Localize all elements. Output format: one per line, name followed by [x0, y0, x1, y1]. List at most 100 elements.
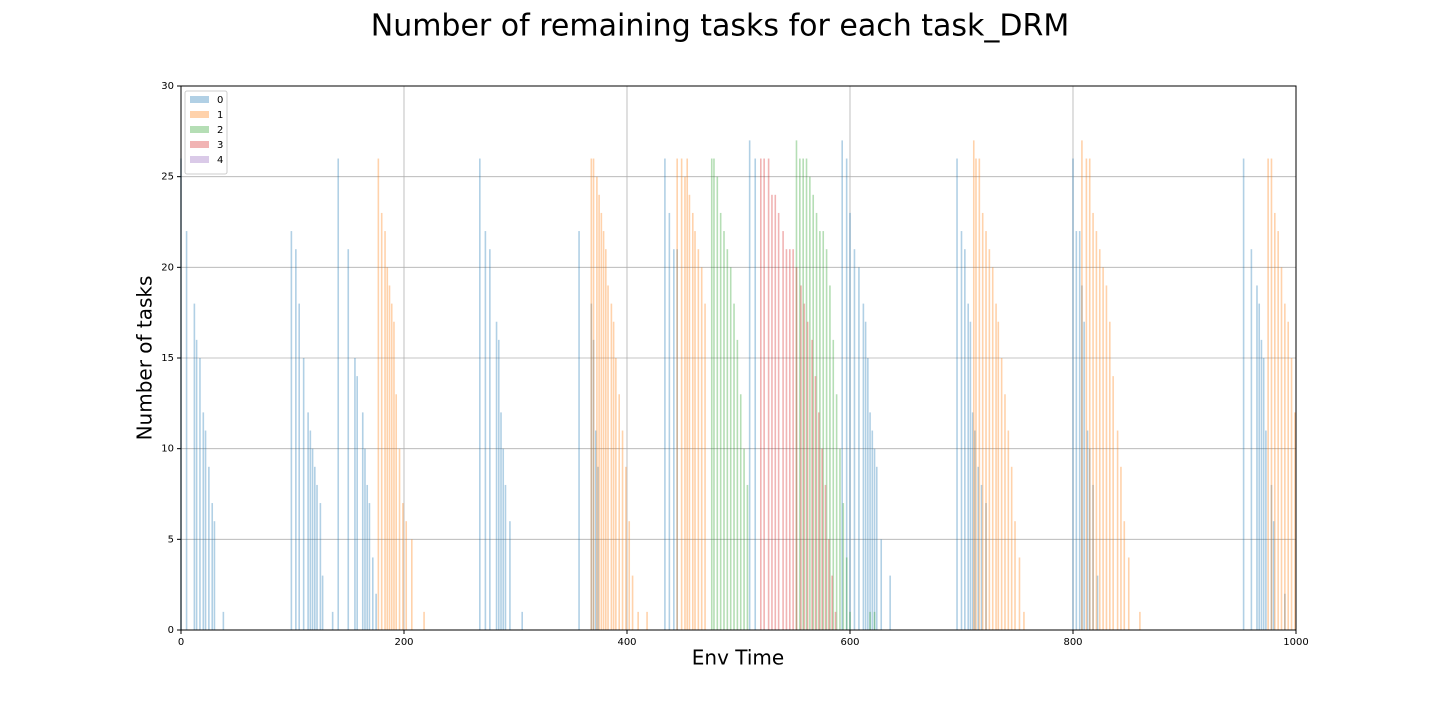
bar — [853, 249, 856, 630]
bar — [618, 394, 620, 630]
bar — [615, 358, 617, 630]
bar — [802, 158, 804, 631]
bar — [956, 158, 958, 631]
bar — [849, 611, 851, 630]
plot-frame — [180, 85, 1297, 631]
x-tick-label: 600 — [840, 637, 859, 648]
bar — [831, 575, 833, 630]
bar — [1265, 430, 1267, 630]
bar — [423, 611, 425, 630]
bar — [862, 303, 865, 630]
bar — [834, 611, 837, 630]
bar — [716, 176, 719, 630]
bar — [723, 231, 725, 631]
bar — [971, 412, 974, 630]
bar — [386, 267, 389, 630]
bar — [828, 539, 830, 630]
legend-swatch — [190, 111, 209, 118]
bar — [596, 176, 598, 630]
bar — [777, 212, 780, 630]
bar — [1085, 158, 1088, 631]
bar — [825, 249, 828, 630]
legend-box — [184, 90, 228, 175]
bar — [621, 430, 624, 630]
bar — [704, 303, 706, 630]
bar — [691, 212, 694, 630]
bar — [600, 212, 603, 630]
bar — [809, 176, 811, 630]
bar — [726, 249, 729, 630]
bar — [1284, 593, 1286, 630]
bar — [479, 158, 481, 631]
bar — [195, 339, 198, 630]
bar — [380, 212, 383, 630]
bar — [1086, 430, 1089, 630]
x-axis-label: Env Time — [692, 646, 784, 670]
bar — [1270, 158, 1273, 631]
bar — [767, 158, 770, 631]
bar — [880, 539, 883, 630]
bar — [521, 611, 523, 630]
bar — [366, 484, 369, 630]
bar — [763, 158, 765, 631]
bar — [760, 158, 762, 631]
legend-label: 1 — [217, 110, 223, 121]
x-tick-label: 1000 — [1283, 637, 1308, 648]
bar — [625, 466, 627, 630]
bar — [814, 376, 817, 630]
bar — [1007, 430, 1010, 630]
bar — [824, 484, 827, 630]
bar — [637, 611, 639, 630]
bar — [835, 394, 838, 630]
bar — [1095, 231, 1098, 631]
bar — [719, 212, 722, 630]
bar — [1075, 231, 1078, 631]
x-tick-label: 800 — [1063, 637, 1082, 648]
bar — [598, 194, 600, 631]
bar — [977, 466, 980, 630]
bar — [398, 448, 401, 630]
bar — [822, 231, 825, 631]
legend-swatch — [190, 96, 209, 103]
bar — [795, 140, 798, 630]
bar — [845, 158, 848, 631]
bar — [597, 466, 599, 630]
bar — [356, 376, 358, 630]
bar — [664, 158, 666, 631]
bar — [592, 158, 595, 631]
bar — [1078, 231, 1081, 631]
bar — [960, 231, 963, 631]
bar — [1023, 611, 1025, 630]
bar — [1120, 466, 1122, 630]
bar — [988, 249, 991, 630]
bar — [1123, 521, 1126, 630]
bar — [975, 158, 977, 631]
y-axis-label: Number of tasks — [133, 276, 157, 441]
bar — [628, 521, 631, 630]
bar — [748, 140, 751, 630]
bar — [377, 158, 380, 631]
bar — [500, 412, 502, 630]
legend-label: 2 — [217, 125, 223, 136]
bar — [311, 448, 314, 630]
bar — [295, 249, 297, 630]
bar — [805, 158, 808, 631]
bar — [1081, 285, 1083, 630]
bar — [811, 339, 813, 630]
bar — [754, 158, 757, 631]
bar — [806, 321, 809, 630]
bar — [842, 503, 845, 630]
bar — [668, 212, 671, 630]
bar — [578, 231, 580, 631]
bar — [290, 231, 293, 631]
bar — [1112, 376, 1114, 630]
bar — [815, 212, 818, 630]
bar — [980, 484, 983, 630]
bar — [889, 575, 891, 630]
bar — [684, 176, 686, 630]
bar — [1262, 358, 1265, 630]
bar — [985, 231, 987, 631]
chart-title: Number of remaining tasks for each task_… — [371, 9, 1069, 44]
bar — [204, 430, 207, 630]
bar — [1105, 285, 1108, 630]
